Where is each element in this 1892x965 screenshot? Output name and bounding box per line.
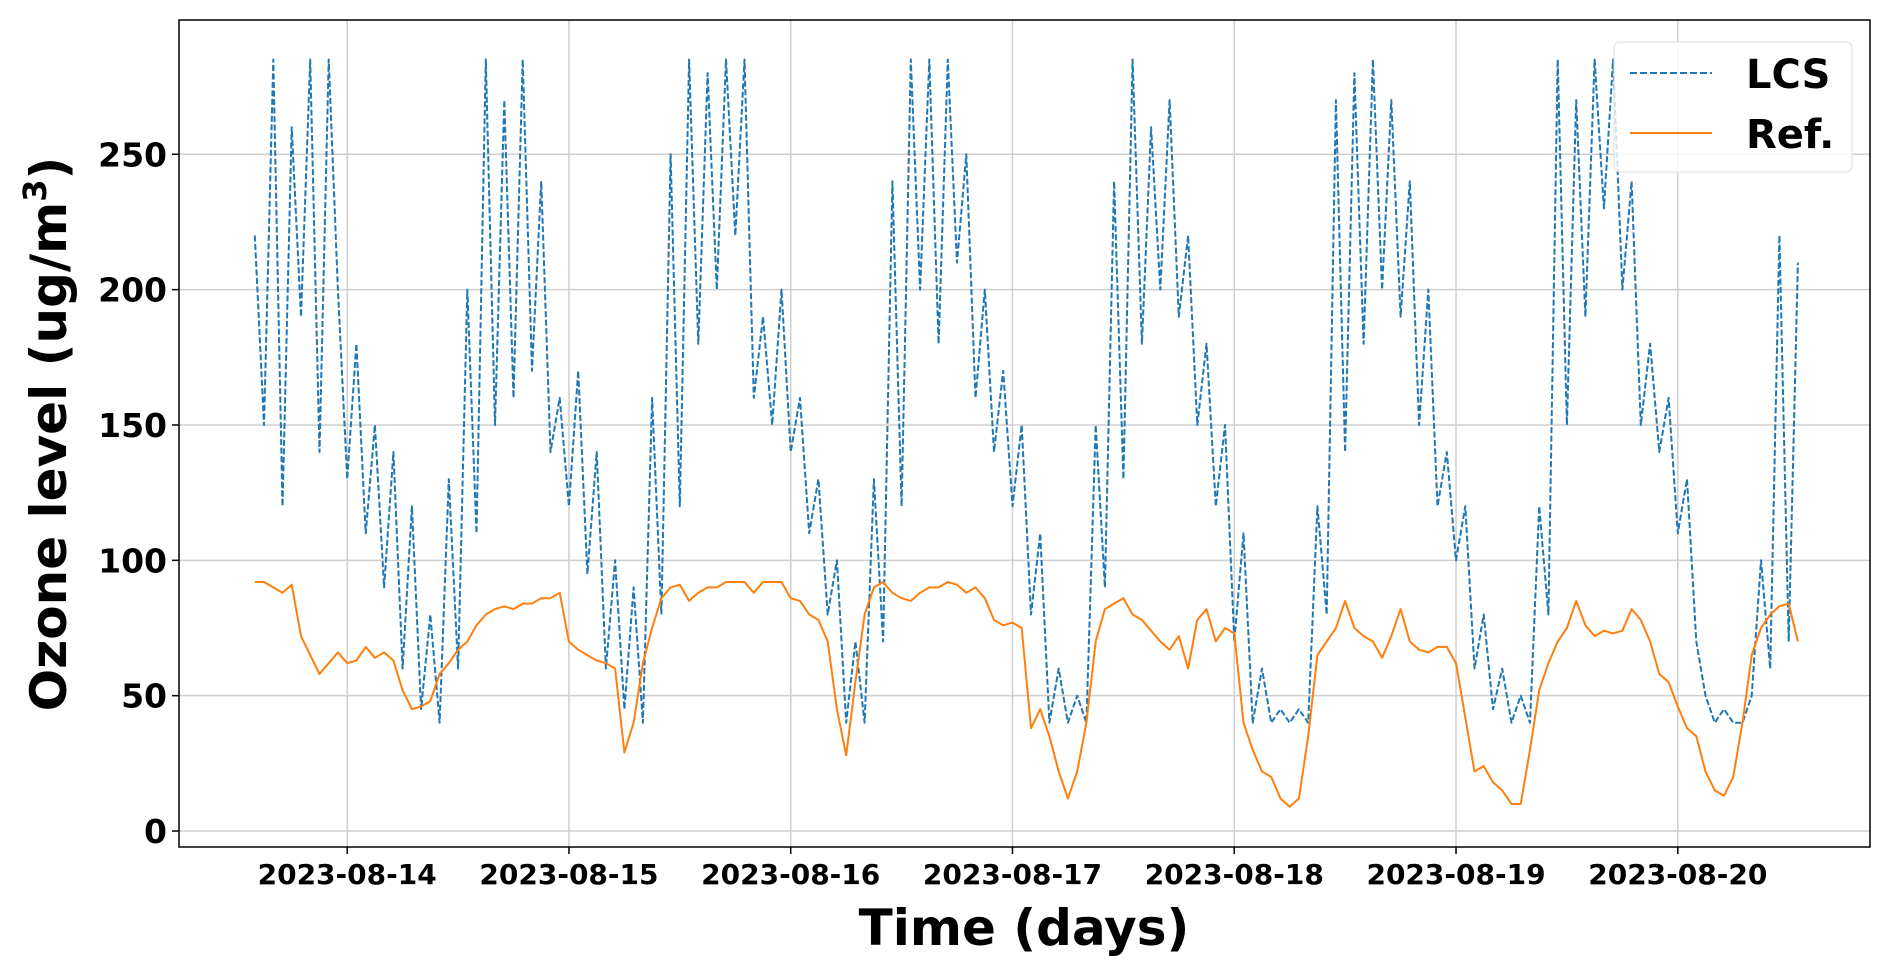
legend: LCS Ref. — [1613, 41, 1853, 173]
series-layer — [253, 58, 1799, 808]
y-tick-label: 50 — [121, 677, 167, 716]
series-line-ref — [254, 581, 1799, 808]
legend-ref-label: Ref. — [1746, 112, 1834, 158]
y-tick-label: 250 — [98, 135, 167, 174]
y-tick-label: 150 — [98, 406, 167, 445]
y-tick-label: 100 — [98, 541, 167, 580]
x-tick-label: 2023-08-18 — [1145, 858, 1324, 891]
series-line-lcs — [253, 58, 1799, 724]
legend-box — [1613, 41, 1853, 173]
legend-lcs-label: LCS — [1746, 52, 1830, 98]
x-tick-label: 2023-08-16 — [701, 858, 880, 891]
grid — [179, 20, 1870, 847]
x-axis-label: Time (days) — [859, 899, 1190, 957]
y-tick-label: 200 — [98, 271, 167, 310]
plot-frame — [178, 19, 1871, 848]
y-tick-label: 0 — [144, 812, 167, 851]
x-tick-label: 2023-08-17 — [923, 858, 1102, 891]
y-axis-label-main: Ozone level (ug/m — [20, 202, 78, 712]
x-tick-label: 2023-08-15 — [479, 858, 658, 891]
y-axis-label: Ozone level (ug/m3) — [16, 157, 78, 712]
y-axis-label-superscript: 3 — [16, 180, 54, 202]
x-tick-label: 2023-08-19 — [1366, 858, 1545, 891]
x-axis-ticks: 2023-08-14 2023-08-15 2023-08-16 2023-08-17… — [258, 847, 1767, 891]
y-axis-ticks: 0 50 100 150 200 250 — [98, 135, 179, 851]
x-tick-label: 2023-08-20 — [1588, 858, 1767, 891]
y-axis-label-end: ) — [20, 157, 78, 180]
x-tick-label: 2023-08-14 — [258, 858, 437, 891]
